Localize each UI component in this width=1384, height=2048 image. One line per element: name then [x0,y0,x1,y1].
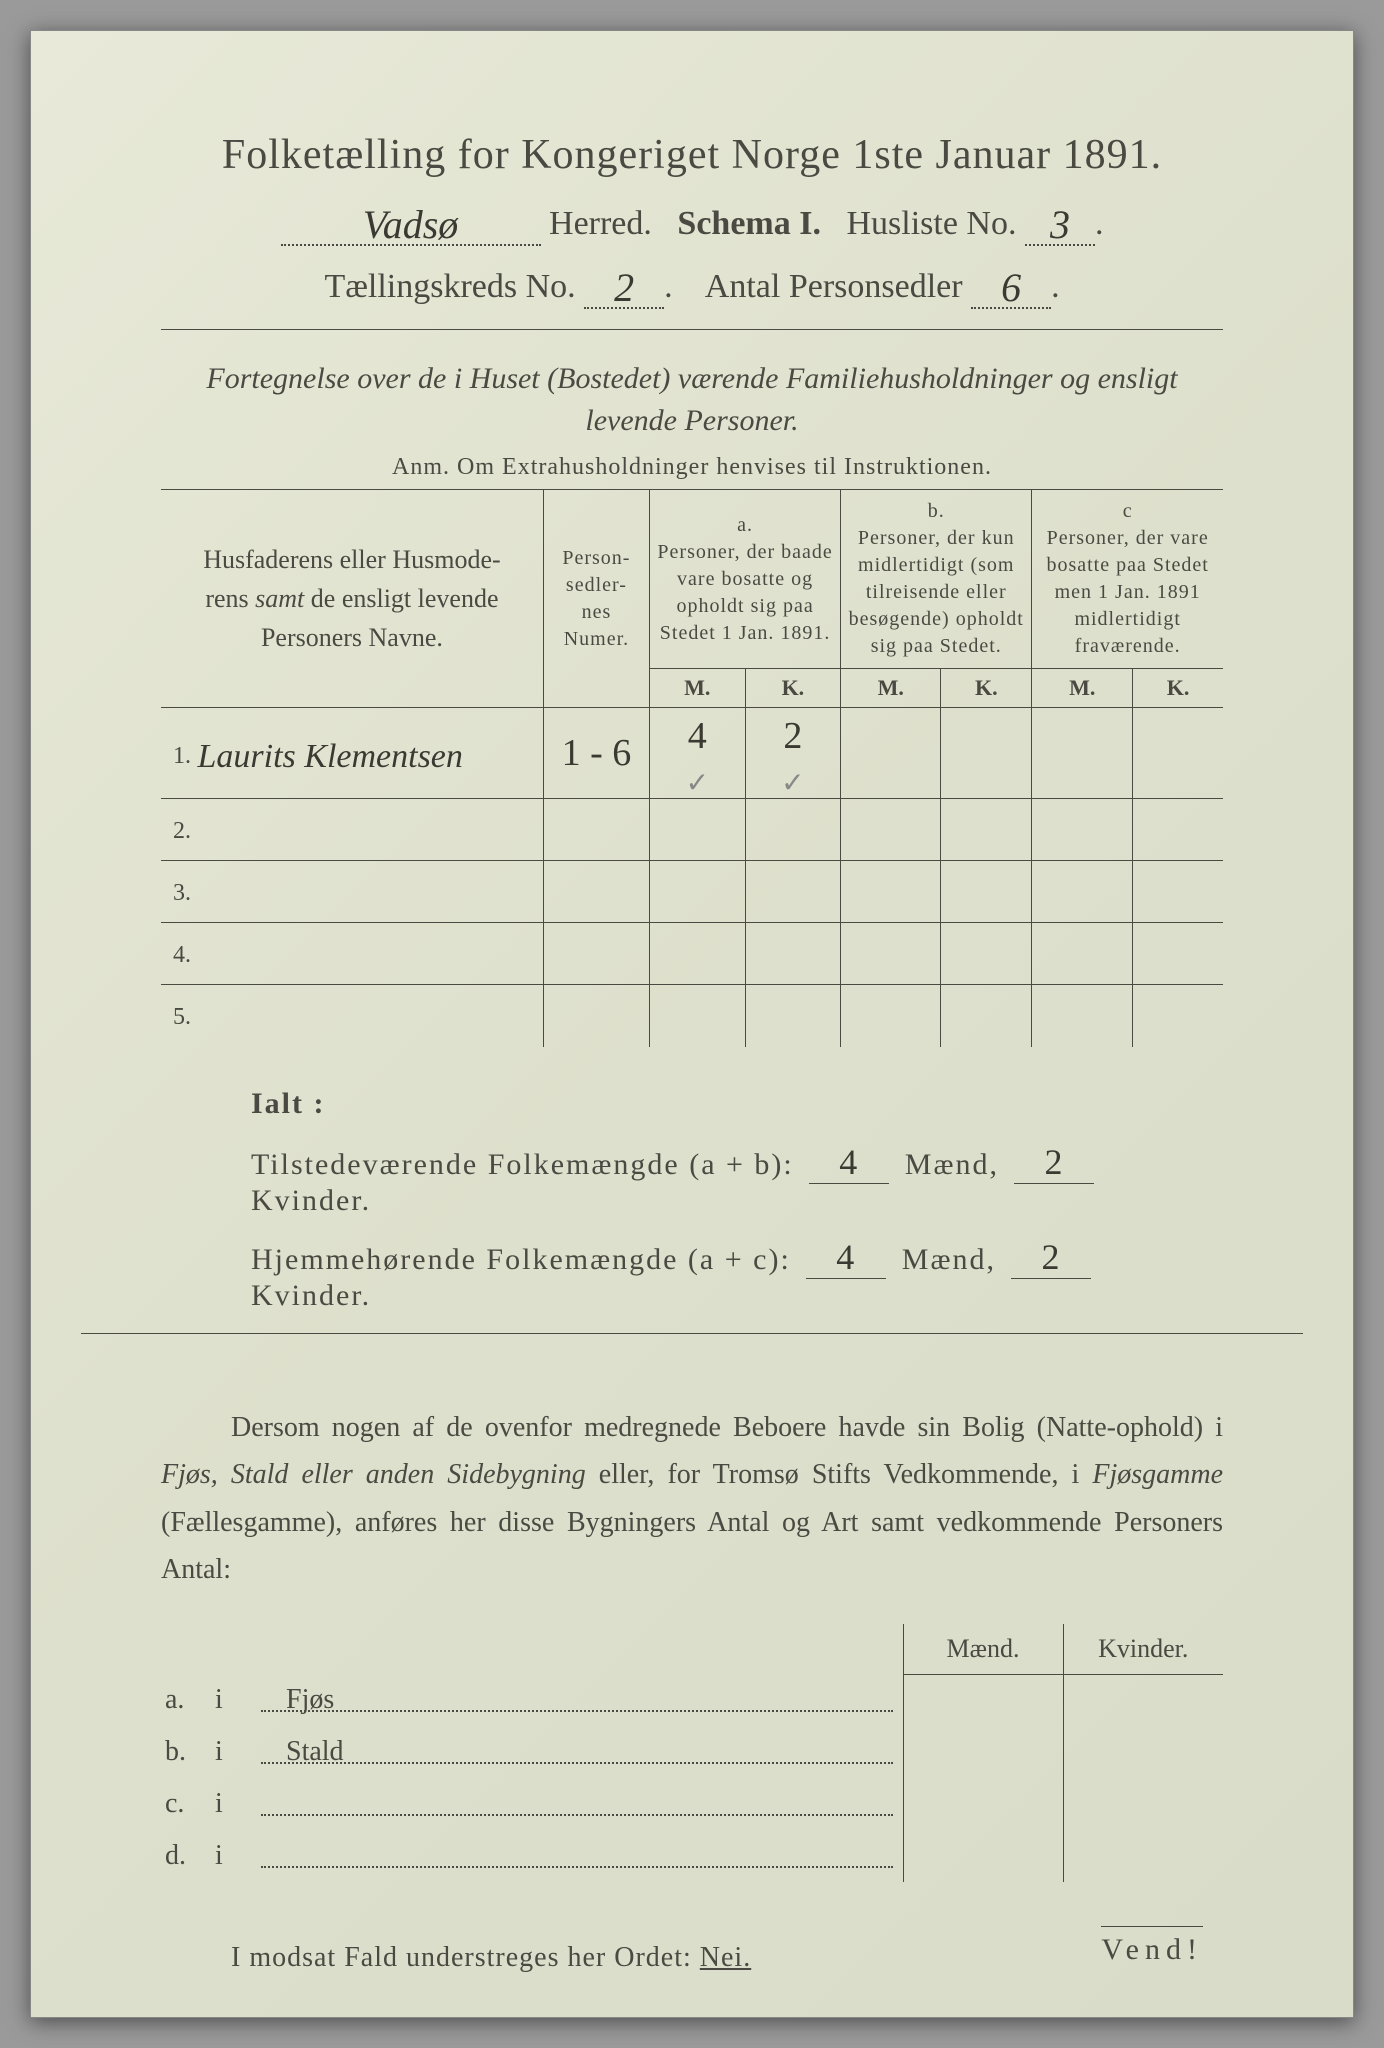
col-c-m: M. [1032,669,1133,708]
anm-text: Anm. Om Extrahusholdninger henvises til … [161,454,1223,481]
table-row: 3. [161,861,1223,923]
census-form-page: Folketælling for Kongeriget Norge 1ste J… [30,30,1354,2018]
herred-handwritten: Vadsø [363,202,459,247]
small-table-row: d. i [161,1830,1223,1882]
header-line-1: Vadsø Herred. Schema I. Husliste No. 3. [161,197,1223,246]
divider [161,329,1223,330]
col-b-header: b. Personer, der kun midlertidigt (som t… [841,490,1032,669]
col-a-header: a. Personer, der baade vare bosatte og o… [650,490,841,669]
small-table-row: a. i Fjøs [161,1674,1223,1726]
table-row: 5. [161,985,1223,1047]
page-title: Folketælling for Kongeriget Norge 1ste J… [161,131,1223,179]
col-numer-header: Person-sedler-nesNumer. [543,490,649,708]
header-line-2: Tællingskreds No. 2. Antal Personsedler … [161,260,1223,309]
col-a-m: M. [650,669,746,708]
sum-line-1: Tilstedeværende Folkemængde (a + b): 4 M… [251,1141,1223,1218]
ialt-label: Ialt : [251,1087,1223,1121]
vend-label: Vend! [1101,1926,1203,1967]
col-a-k: K. [745,669,841,708]
col-b-m: M. [841,669,941,708]
herred-label: Herred. [549,205,652,242]
divider-2 [81,1333,1303,1334]
nei-line: I modsat Fald understreges her Ordet: Ne… [231,1942,1223,1974]
kreds-no: 2 [614,265,634,310]
table-row: 4. [161,923,1223,985]
fortegnelse-text: Fortegnelse over de i Huset (Bostedet) v… [161,358,1223,442]
small-table: Mænd. Kvinder. a. i Fjøs b. i Stald c. i… [161,1624,1223,1883]
totals-block: Ialt : Tilstedeværende Folkemængde (a + … [251,1087,1223,1313]
antal-label: Antal Personsedler [705,268,963,305]
col-names-header: Husfaderens eller Husmode-rens samt de e… [161,490,543,708]
sum-line-2: Hjemmehørende Folkemængde (a + c): 4 Mæn… [251,1236,1223,1313]
antal-no: 6 [1001,265,1021,310]
husliste-label: Husliste No. [846,205,1016,242]
table-row: 1. Laurits Klementsen 1 - 6 4✓ 2✓ [161,708,1223,799]
small-kvinder-header: Kvinder. [1063,1624,1223,1675]
kreds-label: Tællingskreds No. [324,268,575,305]
table-row: 2. [161,799,1223,861]
body-paragraph: Dersom nogen af de ovenfor medregnede Be… [161,1404,1223,1594]
col-c-header: c Personer, der vare bosatte paa Stedet … [1032,490,1223,669]
small-maend-header: Mænd. [903,1624,1063,1675]
schema-label: Schema I. [677,205,821,242]
col-b-k: K. [941,669,1032,708]
col-c-k: K. [1133,669,1223,708]
main-table: Husfaderens eller Husmode-rens samt de e… [161,489,1223,1047]
small-table-row: b. i Stald [161,1726,1223,1778]
husliste-no: 3 [1050,202,1070,247]
small-table-row: c. i [161,1778,1223,1830]
